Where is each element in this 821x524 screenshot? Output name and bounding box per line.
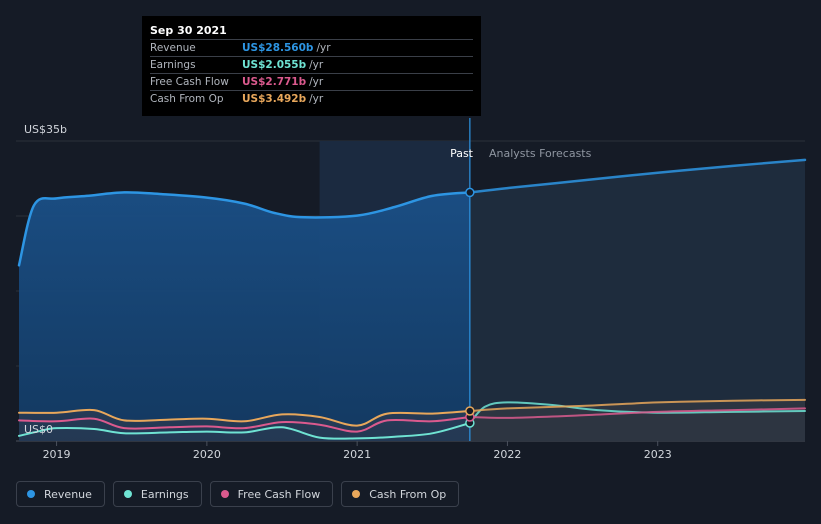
x-tick-label: 2021 (343, 448, 371, 461)
free-cash-flow-forecast-line (468, 407, 806, 419)
free-cash-flow-past-line (18, 416, 471, 433)
revenue-past-line (17, 191, 472, 267)
legend-label: Free Cash Flow (237, 487, 321, 501)
tooltip-row-free-cash-flow: Free Cash Flow US$2.771b /yr (150, 73, 473, 90)
tooltip-row-revenue: Revenue US$28.560b /yr (150, 39, 473, 56)
tooltip-unit: /yr (309, 76, 324, 88)
legend-dot-icon (220, 490, 229, 498)
legend-item-revenue[interactable]: Revenue (16, 481, 105, 507)
series-markers (465, 187, 475, 428)
chart-legend: Revenue Earnings Free Cash Flow Cash Fro… (16, 481, 460, 507)
forecast-label: Analysts Forecasts (489, 147, 592, 160)
cash-from-op-past-line (18, 408, 471, 427)
legend-item-free-cash-flow[interactable]: Free Cash Flow (209, 481, 334, 507)
earnings-past-line (18, 422, 471, 440)
tooltip-row-earnings: Earnings US$2.055b /yr (150, 56, 473, 73)
x-tick-label: 2023 (644, 448, 672, 461)
revenue-marker (465, 187, 475, 198)
tooltip-unit: /yr (309, 93, 324, 105)
series-areas (19, 159, 805, 441)
tooltip-label: Revenue (150, 42, 196, 54)
x-tick-label: 2019 (43, 448, 71, 461)
tooltip-label: Earnings (150, 59, 196, 71)
revenue-forecast-area (469, 159, 805, 441)
legend-label: Cash From Op (369, 487, 447, 501)
x-axis-ticks: 2019 2020 2021 2022 2023 (43, 441, 672, 461)
y-axis-min-label: US$0 (24, 423, 53, 436)
revenue-forecast-line (468, 158, 807, 194)
tooltip-unit: /yr (309, 59, 324, 71)
cash-from-op-marker (465, 406, 475, 416)
tooltip-value: US$28.560b (242, 42, 314, 54)
hover-tooltip: Sep 30 2021 Revenue US$28.560b /yr Earni… (142, 16, 481, 116)
legend-item-cash-from-op[interactable]: Cash From Op (341, 481, 460, 507)
tooltip-label: Cash From Op (150, 93, 224, 105)
tooltip-date: Sep 30 2021 (150, 24, 227, 37)
tooltip-value: US$3.492b (242, 93, 307, 105)
legend-label: Revenue (44, 487, 92, 501)
series-lines (17, 158, 807, 440)
cash-from-op-forecast-line (468, 398, 806, 412)
revenue-past-area (19, 192, 470, 441)
legend-dot-icon (123, 490, 132, 498)
tooltip-value: US$2.055b (242, 59, 307, 71)
legend-dot-icon (352, 490, 361, 498)
tooltip-value: US$2.771b (242, 76, 307, 88)
y-axis-max-label: US$35b (24, 123, 67, 136)
earnings-forecast-line (468, 401, 806, 424)
legend-label: Earnings (140, 487, 189, 501)
tooltip-row-cash-from-op: Cash From Op US$3.492b /yr (150, 90, 473, 107)
past-label: Past (450, 147, 474, 160)
x-tick-label: 2022 (493, 448, 521, 461)
legend-dot-icon (27, 490, 35, 498)
tooltip-label: Free Cash Flow (150, 76, 229, 88)
x-tick-label: 2020 (193, 448, 221, 461)
legend-item-earnings[interactable]: Earnings (112, 481, 202, 507)
tooltip-unit: /yr (316, 42, 331, 54)
